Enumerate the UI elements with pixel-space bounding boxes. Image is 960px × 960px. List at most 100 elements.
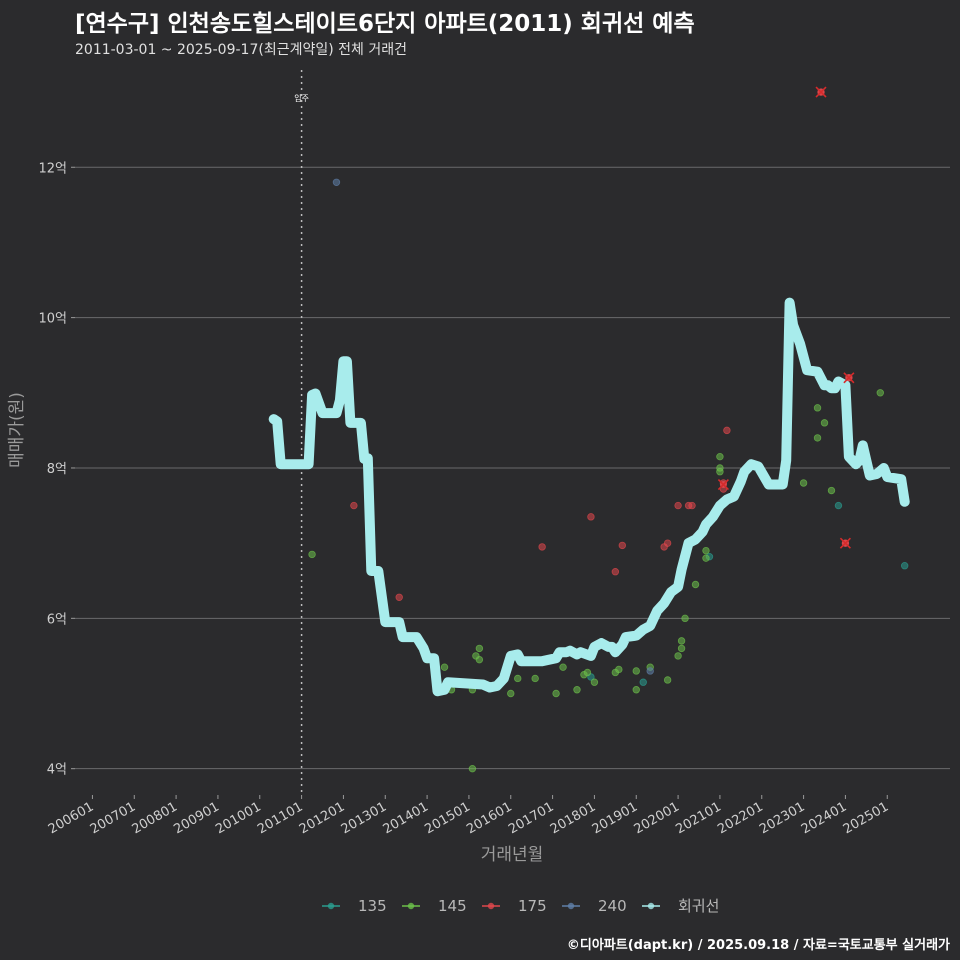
x-tick-label: 202101 [673, 799, 723, 837]
data-point-175 [723, 426, 731, 435]
data-point-175 [538, 543, 546, 551]
data-point-145 [514, 674, 522, 683]
legend-label: 회귀선 [678, 897, 719, 915]
data-point-145 [677, 637, 686, 645]
data-point-145 [702, 554, 710, 562]
grid-lines [75, 166, 950, 770]
scatter-points [308, 88, 909, 773]
data-point-145 [468, 764, 477, 773]
data-point-145 [615, 665, 623, 674]
legend: 135 145 175 240 회귀선 [322, 897, 719, 915]
regression-line [268, 297, 910, 697]
x-tick-label: 201601 [464, 799, 514, 837]
x-tick-label: 200901 [171, 799, 221, 837]
x-tick-label: 202201 [715, 799, 765, 837]
data-point-145 [663, 676, 672, 684]
x-tick-label: 202001 [632, 799, 682, 837]
data-point-145 [552, 689, 560, 698]
x-tick-label: 201401 [381, 799, 431, 837]
legend-label: 135 [358, 897, 387, 915]
data-point-145 [308, 550, 316, 559]
outlier-cross [839, 537, 851, 549]
data-point-145 [507, 689, 515, 698]
y-tick-label: 6억 [47, 612, 67, 627]
data-point-145 [876, 389, 884, 397]
x-tick-label: 202501 [841, 799, 891, 837]
legend-swatch [407, 902, 415, 910]
y-axis: 4억 6억 8억 10억 12억 [38, 161, 75, 778]
x-tick-label: 200701 [88, 799, 138, 837]
data-point-240 [332, 178, 341, 186]
data-point-145 [813, 434, 822, 442]
data-point-145 [531, 674, 539, 683]
legend-label: 145 [438, 897, 467, 915]
x-tick-label: 202301 [757, 799, 807, 837]
y-tick-label: 10억 [38, 312, 67, 327]
outlier-cross [815, 86, 827, 98]
data-point-175 [688, 501, 696, 510]
x-tick-label: 200801 [130, 799, 180, 837]
data-point-145 [813, 404, 822, 412]
data-point-175 [350, 501, 358, 510]
legend-swatch [647, 902, 655, 910]
y-axis-title: 매매가(원) [7, 392, 27, 468]
chart-subtitle: 2011-03-01 ~ 2025-09-17(최근계약일) 전체 거래건 [75, 42, 407, 58]
data-point-145 [559, 663, 567, 671]
y-tick-label: 8억 [47, 462, 67, 477]
x-tick-label: 201801 [548, 799, 598, 837]
data-point-145 [573, 686, 581, 694]
data-point-145 [475, 655, 484, 664]
legend-swatch [487, 902, 495, 910]
outlier-markers [717, 86, 855, 549]
x-tick-label: 200601 [46, 799, 96, 837]
x-tick-label: 202401 [799, 799, 849, 837]
x-tick-label: 201101 [255, 799, 305, 837]
x-tick-label: 201701 [506, 799, 556, 837]
x-tick-label: 201901 [590, 799, 640, 837]
legend-swatch [327, 902, 335, 910]
x-tick-label: 201301 [339, 799, 389, 837]
data-point-240 [646, 667, 654, 675]
y-tick-label: 12억 [38, 161, 67, 176]
y-tick-label: 4억 [47, 763, 67, 778]
data-point-145 [590, 678, 599, 686]
x-axis: 2006012007012008012009012010012011012012… [46, 795, 891, 837]
data-point-175 [395, 593, 403, 601]
data-point-175 [587, 513, 595, 521]
x-tick-label: 201501 [422, 799, 472, 837]
legend-label: 175 [518, 897, 547, 915]
data-point-175 [618, 541, 627, 550]
data-point-145 [716, 464, 724, 472]
chart-title: [연수구] 인천송도힐스테이트6단지 아파트(2011) 회귀선 예측 [75, 11, 695, 37]
data-point-145 [674, 652, 682, 660]
legend-swatch [567, 902, 575, 910]
data-point-135 [900, 562, 909, 570]
data-point-145 [691, 580, 700, 589]
data-point-135 [834, 501, 843, 510]
data-point-175 [663, 539, 672, 547]
source-caption: ©디아파트(dapt.kr) / 2025.09.18 / 자료=국토교통부 실… [566, 938, 950, 953]
data-point-145 [827, 486, 836, 495]
annotations: 입주 [294, 70, 309, 795]
data-point-145 [475, 644, 484, 653]
data-point-175 [674, 501, 682, 510]
data-point-145 [677, 644, 686, 653]
x-tick-label: 201201 [297, 799, 347, 837]
data-point-145 [702, 546, 710, 555]
regression-path [268, 297, 910, 697]
data-point-145 [820, 419, 829, 427]
legend-label: 240 [598, 897, 627, 915]
move-in-label: 입주 [294, 94, 309, 103]
data-point-145 [799, 479, 808, 487]
data-point-145 [440, 663, 449, 671]
outlier-cross [717, 478, 729, 491]
data-point-135 [639, 678, 647, 686]
outlier-cross [843, 372, 855, 384]
x-tick-label: 201001 [213, 799, 263, 837]
data-point-175 [611, 568, 620, 576]
data-point-145 [716, 452, 724, 461]
data-point-145 [632, 686, 640, 694]
data-point-145 [681, 614, 689, 623]
x-axis-title: 거래년월 [481, 845, 544, 865]
